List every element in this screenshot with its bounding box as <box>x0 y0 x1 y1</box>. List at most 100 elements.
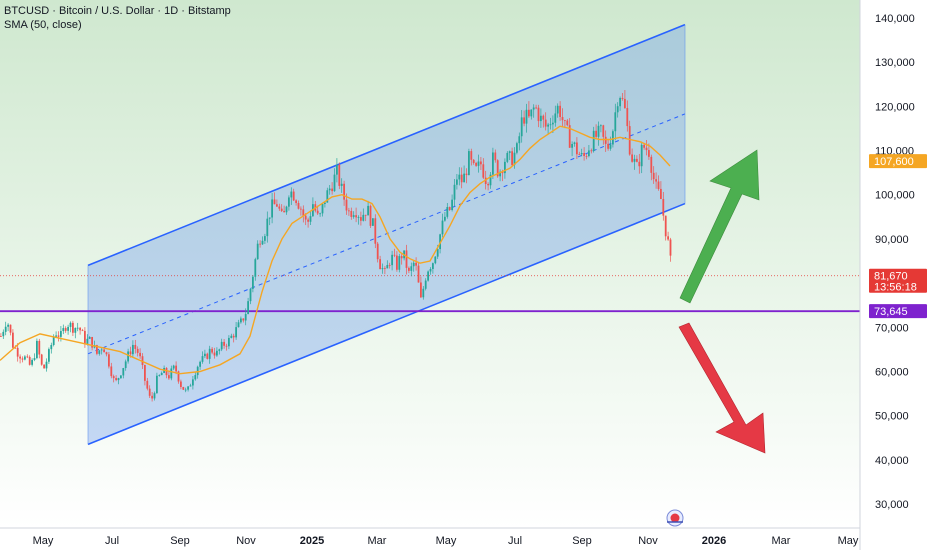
candle <box>386 260 389 269</box>
candle <box>4 321 7 336</box>
candle <box>576 137 578 159</box>
candle <box>624 90 626 109</box>
candle <box>19 354 21 364</box>
candle <box>180 379 182 390</box>
candle <box>57 331 60 342</box>
candle <box>43 364 45 369</box>
candle <box>544 112 547 131</box>
candle <box>86 334 89 346</box>
candle <box>391 250 393 271</box>
parallel-channel[interactable] <box>87 23 686 446</box>
candle <box>528 101 530 119</box>
candle <box>530 109 533 120</box>
candle <box>88 336 91 340</box>
candle <box>408 266 410 274</box>
candle <box>657 175 660 191</box>
arrows[interactable] <box>678 149 766 454</box>
candle <box>525 103 528 133</box>
price-axis[interactable]: 30,00040,00050,00060,00070,00080,00090,0… <box>875 13 915 511</box>
candle <box>7 323 9 332</box>
candle <box>369 204 372 229</box>
candle <box>134 339 137 354</box>
candle <box>182 386 185 391</box>
candle <box>393 248 396 258</box>
candle <box>153 391 156 401</box>
candle <box>223 338 225 349</box>
candle <box>218 348 221 355</box>
candle <box>9 324 12 336</box>
level-value-badge: 73,645 <box>869 304 927 319</box>
candle <box>444 212 446 222</box>
candle <box>460 167 463 189</box>
candle <box>604 130 607 152</box>
candle <box>362 208 365 222</box>
candle <box>232 333 235 343</box>
sma-50-line <box>0 125 671 375</box>
candle <box>621 93 624 101</box>
time-tick-label: Nov <box>236 535 256 547</box>
candle <box>292 188 295 202</box>
price-tick-label: 100,000 <box>875 190 915 202</box>
candle <box>45 358 48 372</box>
candle <box>465 168 468 184</box>
candle <box>352 211 355 219</box>
channel-upper-line[interactable] <box>87 23 686 267</box>
candle <box>187 385 189 392</box>
candle <box>144 364 146 386</box>
candle <box>237 319 240 328</box>
candle <box>628 120 631 156</box>
candle <box>64 326 67 333</box>
symbol-title[interactable]: BTCUSD · Bitcoin / U.S. Dollar · 1D · Bi… <box>4 5 231 17</box>
candle <box>597 121 600 146</box>
candle <box>328 185 331 195</box>
indicator-legend[interactable]: SMA (50, close) <box>4 19 82 31</box>
candle <box>542 114 545 128</box>
candle <box>254 257 257 281</box>
candle <box>268 217 271 226</box>
horizontal-level-line[interactable] <box>0 275 860 313</box>
green-up-arrow-icon[interactable] <box>679 149 760 304</box>
candle <box>571 141 573 157</box>
candle <box>67 324 69 335</box>
candle <box>451 194 453 212</box>
candle <box>148 385 151 398</box>
price-tick-label: 70,000 <box>875 322 909 334</box>
candle <box>172 364 175 371</box>
candle <box>132 340 134 358</box>
current-price-badge-text: 13:56:18 <box>874 282 917 294</box>
candle <box>396 251 398 272</box>
candle <box>256 240 259 260</box>
candle <box>103 348 105 353</box>
candle <box>355 207 357 223</box>
candle <box>350 207 353 220</box>
time-tick-label: May <box>838 535 859 547</box>
candle <box>520 110 523 143</box>
candle <box>633 154 636 170</box>
time-axis[interactable]: May Jul Sep Nov 2025 Mar May Jul Sep Nov 2026 Mar Ma… <box>33 535 859 547</box>
candle <box>552 115 554 134</box>
candle <box>412 260 415 272</box>
candle <box>372 218 374 227</box>
candle <box>489 172 492 189</box>
candle <box>261 236 264 246</box>
red-down-arrow-icon[interactable] <box>678 322 766 454</box>
candle <box>364 214 367 222</box>
time-tick-label: Sep <box>572 535 592 547</box>
candle <box>252 275 254 293</box>
channel-lower-line[interactable] <box>87 202 686 446</box>
candle <box>357 215 360 225</box>
time-tick-label: May <box>436 535 457 547</box>
candle <box>124 359 127 371</box>
candle <box>285 205 288 215</box>
candle <box>165 367 168 379</box>
candle <box>297 200 300 210</box>
candle <box>338 162 341 190</box>
candle <box>24 355 26 361</box>
candle <box>468 148 470 176</box>
candle <box>72 320 74 337</box>
candle <box>513 147 516 169</box>
candle <box>592 126 595 153</box>
price-tick-label: 50,000 <box>875 411 909 423</box>
